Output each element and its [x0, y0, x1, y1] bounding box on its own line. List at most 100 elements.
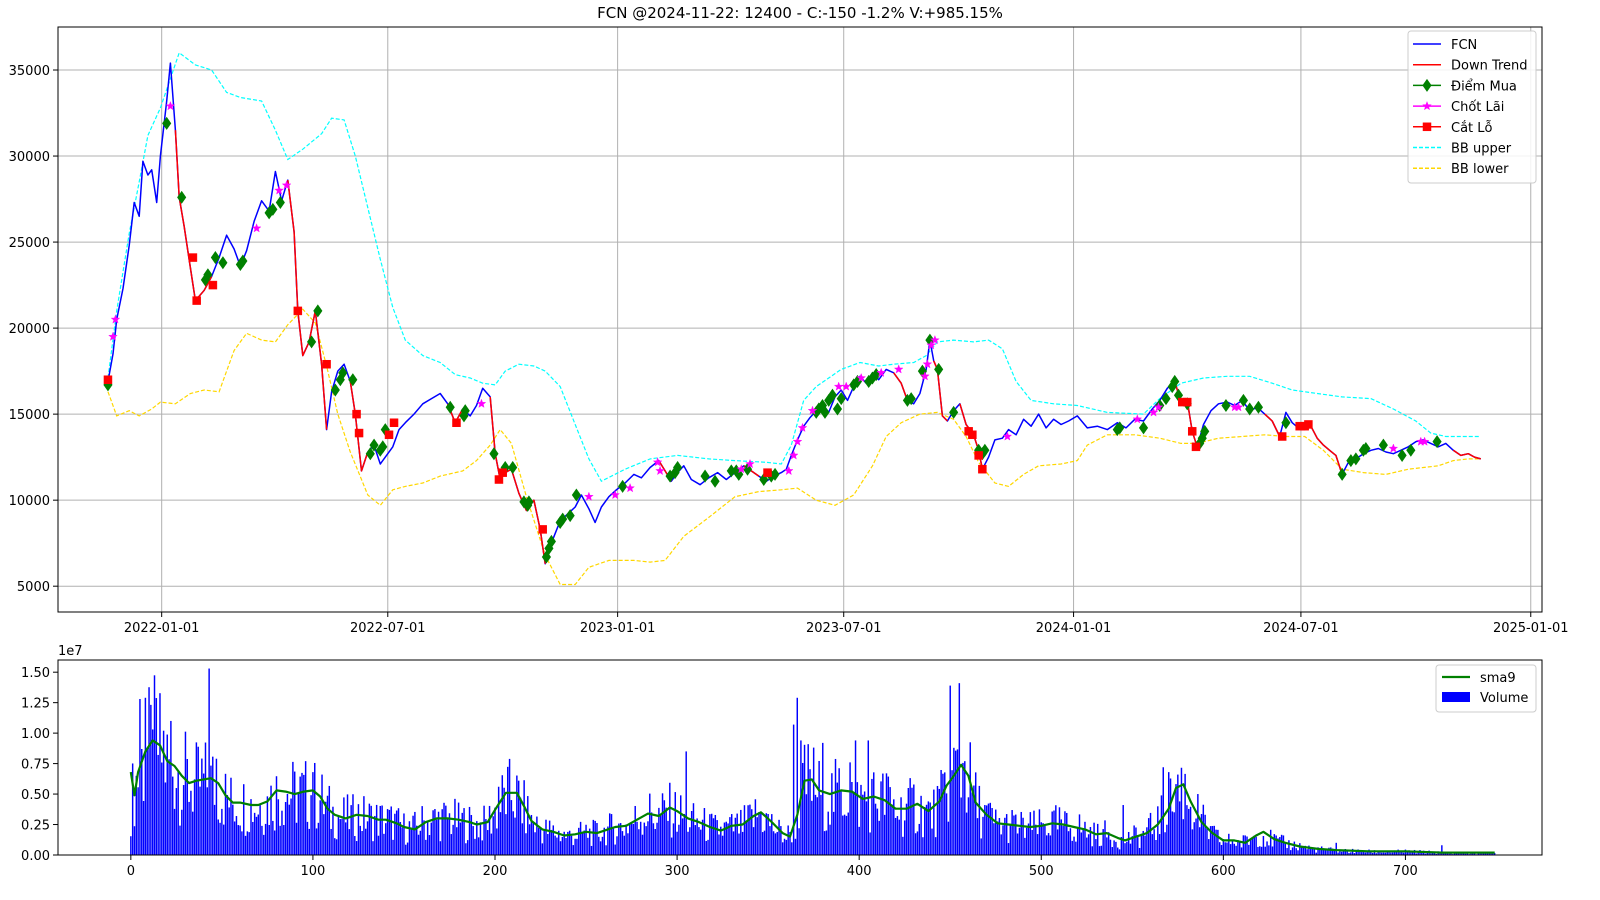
- volume-bar: [485, 819, 487, 855]
- bb-upper-line: [107, 51, 1481, 482]
- volume-bar: [1217, 829, 1219, 855]
- volume-bar: [527, 796, 529, 855]
- volume-bar: [712, 818, 715, 855]
- volume-bar: [503, 787, 505, 855]
- volume-bar: [335, 839, 338, 855]
- take-profit-marker: [1132, 414, 1143, 424]
- volume-bar: [619, 823, 622, 855]
- volume-bar: [594, 820, 596, 855]
- volume-bar: [1235, 845, 1237, 855]
- volume-bar: [558, 830, 560, 855]
- volume-bar: [151, 729, 154, 855]
- sma9-line: [129, 739, 1495, 854]
- volume-bar: [1173, 812, 1175, 855]
- buy-point-marker: [980, 443, 990, 457]
- volume-bar: [212, 756, 214, 855]
- volume-bar: [596, 823, 598, 855]
- volume-bar: [150, 704, 152, 855]
- buy-point-marker: [268, 202, 278, 216]
- chart-title: FCN @2024-11-22: 12400 - C:-150 -1.2% V:…: [597, 4, 1003, 22]
- volume-bar: [539, 828, 542, 855]
- volume-bar: [1333, 849, 1336, 855]
- volume-bar: [1417, 850, 1419, 855]
- volume-bar: [911, 787, 913, 855]
- volume-bar: [359, 825, 361, 855]
- volume-bar: [510, 800, 513, 855]
- price-legend: FCN Down Trend Điểm Mua Chốt Lãi Cắt Lỗ BB up…: [1407, 30, 1537, 184]
- volume-bar: [1406, 850, 1408, 855]
- buy-point-marker: [1200, 424, 1210, 438]
- volume-bar: [621, 831, 624, 855]
- volume-bar: [794, 838, 797, 855]
- volume-bar: [659, 814, 662, 855]
- volume-bar: [876, 808, 879, 855]
- volume-y-tick-label: 1.25: [21, 697, 50, 712]
- volume-bar: [1453, 852, 1456, 855]
- volume-bar: [623, 835, 626, 855]
- volume-bar: [137, 787, 139, 855]
- down-trend-segment: [893, 372, 909, 401]
- volume-bar: [1240, 847, 1243, 855]
- volume-bar: [741, 831, 744, 855]
- volume-bar: [1473, 852, 1476, 855]
- volume-bar: [339, 819, 341, 855]
- volume-bar: [1269, 829, 1272, 855]
- volume-bar: [632, 823, 635, 855]
- volume-bar: [157, 754, 159, 855]
- volume-bar: [1149, 812, 1152, 855]
- volume-bar: [372, 841, 374, 855]
- volume-bar: [1346, 850, 1348, 855]
- volume-bar: [638, 829, 640, 855]
- take-profit-marker: [108, 331, 118, 341]
- volume-bar: [692, 803, 695, 855]
- volume-bar: [1273, 834, 1276, 855]
- volume-bar: [1237, 839, 1239, 855]
- volume-bar: [1299, 843, 1301, 855]
- volume-bar: [603, 827, 605, 855]
- volume-bar: [1046, 835, 1048, 855]
- volume-bar: [1184, 773, 1186, 855]
- volume-bar: [395, 810, 398, 855]
- take-profit-marker: [926, 340, 936, 350]
- volume-bar: [816, 797, 819, 855]
- volume-bar: [1206, 828, 1208, 855]
- buy-point-marker: [1361, 442, 1371, 456]
- volume-bar: [530, 814, 533, 855]
- volume-bar: [1370, 852, 1372, 855]
- volume-bar: [590, 845, 593, 855]
- volume-bar: [1013, 815, 1015, 855]
- volume-bar: [397, 808, 400, 855]
- volume-bar: [1262, 836, 1265, 855]
- volume-bar: [730, 814, 733, 855]
- volume-bar: [825, 830, 828, 855]
- volume-bar: [521, 823, 524, 855]
- volume-bar: [1049, 835, 1052, 855]
- volume-bar: [204, 742, 207, 855]
- volume-bar: [710, 813, 713, 855]
- volume-bar: [933, 789, 935, 855]
- volume-bar: [1399, 851, 1401, 855]
- stop-loss-marker: [1182, 397, 1192, 407]
- buy-point-marker: [827, 388, 838, 402]
- volume-bar: [831, 773, 833, 855]
- volume-bar: [743, 805, 746, 855]
- buy-point-marker: [365, 447, 375, 461]
- volume-y-tick-label: 0.50: [21, 788, 50, 803]
- take-profit-marker: [476, 398, 487, 408]
- volume-bar: [1457, 853, 1459, 855]
- volume-bar: [1169, 778, 1172, 855]
- volume-bar: [995, 809, 997, 855]
- take-profit-marker: [584, 491, 594, 501]
- volume-bar: [430, 822, 433, 855]
- legend-label-take-profit: Chốt Lãi: [1451, 100, 1504, 115]
- volume-bar: [1035, 824, 1037, 855]
- volume-bar: [452, 824, 454, 855]
- volume-bar: [1047, 833, 1050, 855]
- volume-bar: [319, 800, 321, 855]
- volume-bar: [394, 813, 396, 855]
- volume-bar: [1255, 836, 1257, 855]
- volume-bar: [270, 785, 272, 855]
- volume-bar: [379, 805, 382, 855]
- volume-bar: [284, 802, 287, 855]
- volume-bar: [133, 826, 136, 855]
